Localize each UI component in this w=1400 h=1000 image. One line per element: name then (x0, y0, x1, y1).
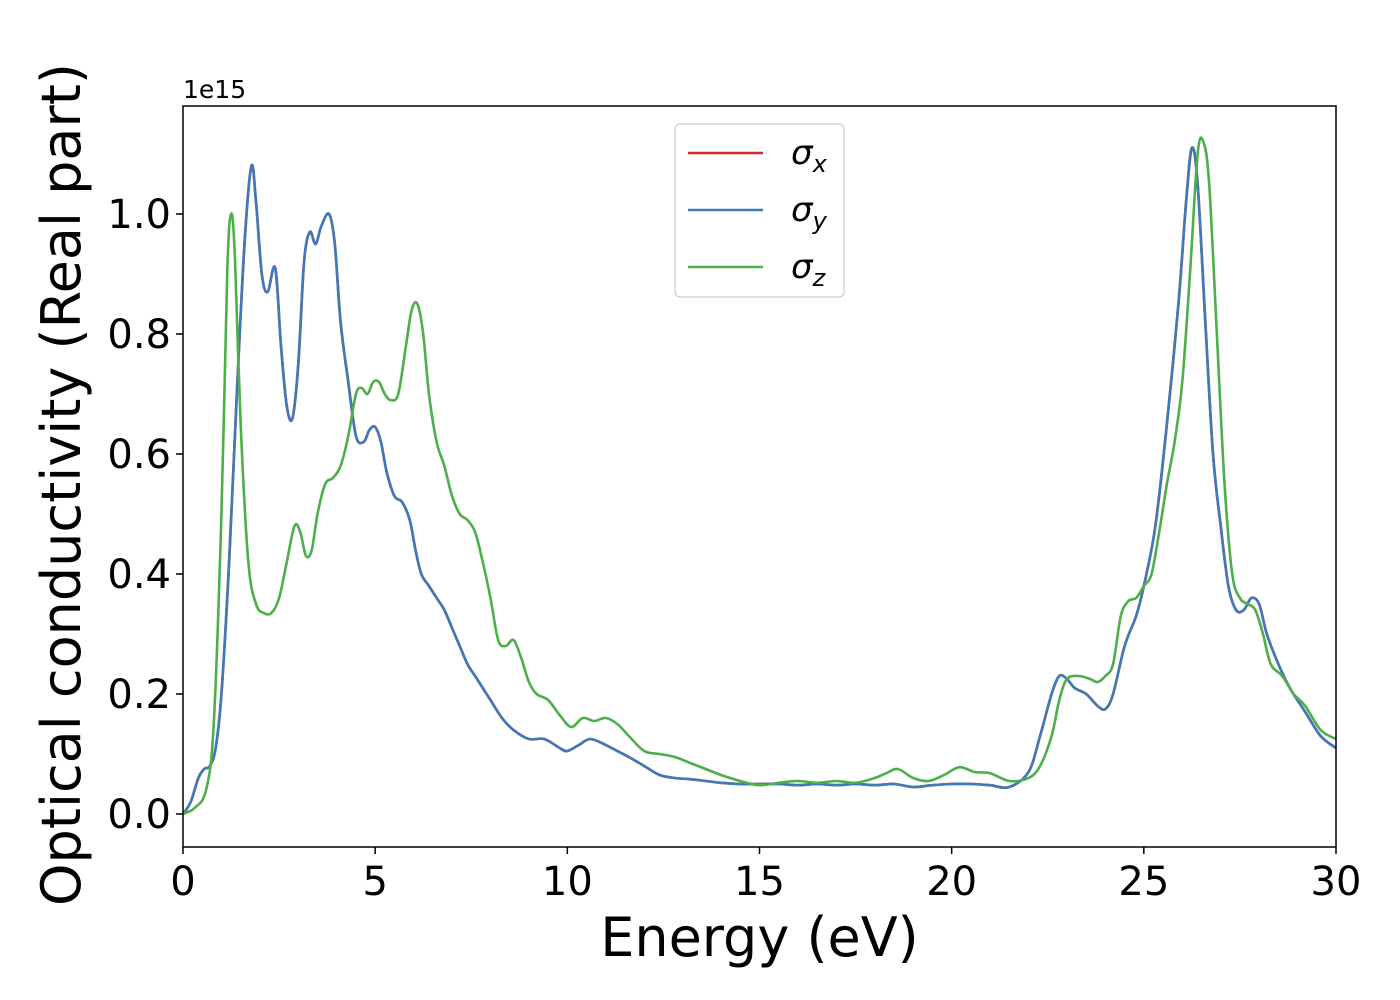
y-axis-label: Optical conductivity (Real part) (30, 63, 93, 906)
legend-label: σz (791, 247, 827, 292)
series-layer (183, 136, 1336, 816)
y-axis-ticks: 0.0 0.2 0.4 0.6 0.8 1.0 (107, 192, 183, 838)
x-tick-label: 25 (1118, 859, 1169, 905)
x-tick-label: 30 (1311, 859, 1362, 905)
y-tick-label: 0.6 (107, 432, 171, 478)
y-tick-label: 0.0 (107, 792, 171, 838)
x-tick-label: 10 (542, 859, 593, 905)
x-tick-label: 20 (926, 859, 977, 905)
series-line-y (183, 146, 1336, 815)
legend: σx σy σz (674, 123, 845, 298)
x-axis-label: Energy (eV) (600, 906, 919, 969)
x-tick-label: 15 (734, 859, 785, 905)
y-offset-label: 1e15 (183, 75, 246, 104)
legend-label: σx (791, 133, 828, 178)
y-tick-label: 0.8 (107, 312, 171, 358)
legend-item-y: σy (688, 190, 828, 235)
x-tick-label: 0 (170, 859, 195, 905)
y-tick-label: 0.2 (107, 672, 171, 718)
legend-item-x: σx (688, 133, 828, 178)
legend-label: σy (791, 190, 828, 235)
x-axis-ticks: 0 5 10 15 20 25 30 (170, 847, 1361, 905)
series-line-z (183, 136, 1336, 816)
y-tick-label: 1.0 (107, 192, 171, 238)
x-tick-label: 5 (362, 859, 387, 905)
y-tick-label: 0.4 (107, 552, 171, 598)
legend-item-z: σz (688, 247, 827, 292)
